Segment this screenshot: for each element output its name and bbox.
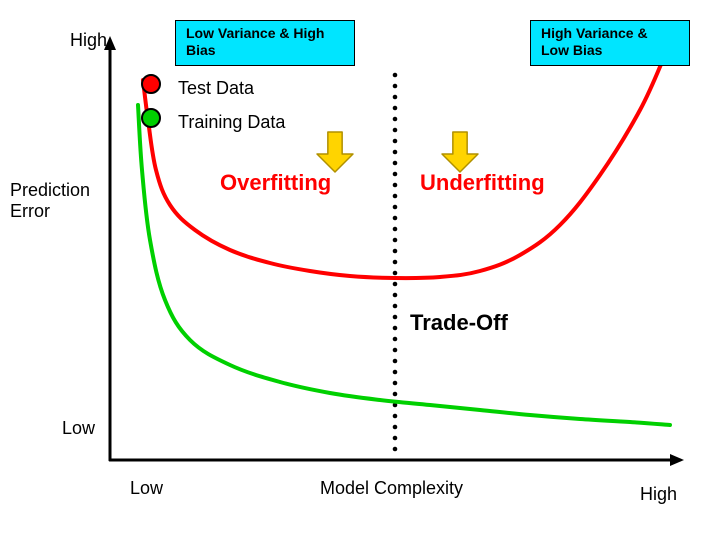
y-axis-title: Prediction Error	[10, 180, 90, 222]
x-axis-title: Model Complexity	[320, 478, 463, 499]
annotation-underfitting: Underfitting	[420, 170, 545, 196]
info-box-left-text: Low Variance & High Bias	[186, 25, 324, 58]
y-axis-high-label: High	[70, 30, 107, 51]
divider-line	[393, 73, 398, 452]
legend-label-test: Test Data	[178, 78, 254, 99]
chart-stage: Low Variance & High Bias High Variance &…	[0, 0, 720, 540]
x-axis-high-label: High	[640, 484, 677, 505]
info-box-left: Low Variance & High Bias	[175, 20, 355, 66]
x-axis-low-label: Low	[130, 478, 163, 499]
down-arrow-right-icon	[440, 130, 480, 178]
down-arrow-left-icon	[315, 130, 355, 178]
info-box-right: High Variance & Low Bias	[530, 20, 690, 66]
curve-train	[138, 105, 670, 425]
legend-dot-test	[141, 74, 161, 94]
legend-label-train: Training Data	[178, 112, 285, 133]
legend-dot-train	[141, 108, 161, 128]
plot-svg	[0, 0, 720, 540]
info-box-right-text: High Variance & Low Bias	[541, 25, 648, 58]
y-axis-low-label: Low	[62, 418, 95, 439]
annotation-tradeoff: Trade-Off	[410, 310, 508, 336]
